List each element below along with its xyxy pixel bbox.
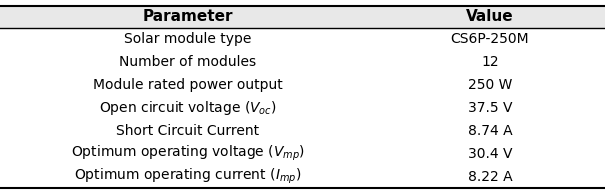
- Text: 250 W: 250 W: [468, 78, 512, 92]
- Text: Parameter: Parameter: [142, 9, 233, 24]
- Text: 8.22 A: 8.22 A: [468, 170, 512, 184]
- Text: 37.5 V: 37.5 V: [468, 101, 512, 115]
- Text: 8.74 A: 8.74 A: [468, 124, 512, 138]
- Text: Value: Value: [466, 9, 514, 24]
- Text: Module rated power output: Module rated power output: [93, 78, 283, 92]
- Text: Open circuit voltage ($V_{oc}$): Open circuit voltage ($V_{oc}$): [99, 99, 276, 117]
- Text: 30.4 V: 30.4 V: [468, 147, 512, 161]
- Text: Solar module type: Solar module type: [124, 32, 251, 46]
- Text: Optimum operating current ($I_{mp}$): Optimum operating current ($I_{mp}$): [74, 167, 301, 186]
- Text: CS6P-250M: CS6P-250M: [451, 32, 529, 46]
- Text: Optimum operating voltage ($V_{mp}$): Optimum operating voltage ($V_{mp}$): [71, 144, 304, 164]
- Bar: [0, 6, 605, 28]
- Text: Number of modules: Number of modules: [119, 55, 256, 69]
- Text: 12: 12: [481, 55, 499, 69]
- Text: Short Circuit Current: Short Circuit Current: [116, 124, 259, 138]
